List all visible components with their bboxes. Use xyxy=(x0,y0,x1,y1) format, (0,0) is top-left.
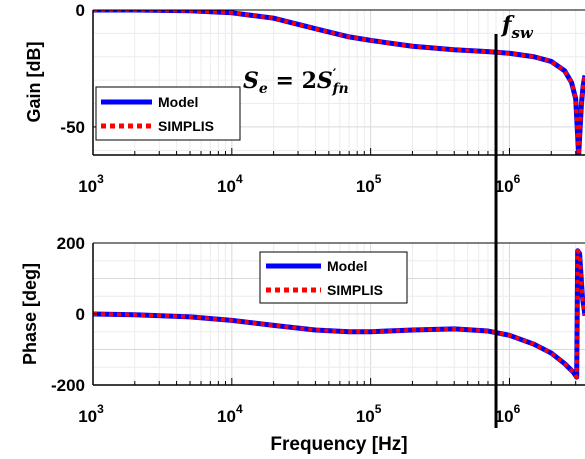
phase-y-axis-label: Phase [deg] xyxy=(20,263,40,365)
phase-x-tick-label: 104 xyxy=(217,402,243,426)
gain-legend-model-label: Model xyxy=(158,94,198,110)
phase-x-tick-label: 106 xyxy=(495,402,521,426)
phase-y-tick-label: -200 xyxy=(51,376,85,395)
slope-equation: Se = 2S′ fn xyxy=(243,67,349,97)
phase-x-tick-label: 103 xyxy=(78,402,104,426)
phase-legend-simplis-label: SIMPLIS xyxy=(327,282,383,298)
phase-plot: 200 0 -200 103 104 105 106 Phase [deg] Frequen… xyxy=(20,234,585,455)
phase-tick-labels: 200 0 -200 103 104 105 106 xyxy=(51,234,521,426)
gain-legend-box xyxy=(95,86,241,141)
gain-x-tick-label: 103 xyxy=(78,172,104,196)
gain-y-tick-label: 0 xyxy=(76,1,85,20)
gain-x-tick-label: 106 xyxy=(495,172,521,196)
phase-y-tick-label: 0 xyxy=(76,305,85,324)
gain-x-tick-label: 105 xyxy=(356,172,382,196)
phase-x-axis-label: Frequency [Hz] xyxy=(270,434,407,455)
gain-legend-simplis-label: SIMPLIS xyxy=(158,118,214,134)
phase-y-tick-label: 200 xyxy=(57,234,85,253)
gain-series-simplis-line xyxy=(93,10,585,155)
gain-tick-labels: 0 -50 103 104 105 106 xyxy=(60,1,520,196)
gain-legend: Model SIMPLIS xyxy=(95,86,241,141)
phase-legend-model-label: Model xyxy=(327,258,367,274)
phase-series-simplis-line xyxy=(93,248,585,380)
gain-x-tick-label: 104 xyxy=(217,172,243,196)
gain-y-tick-label: -50 xyxy=(60,118,85,137)
gain-curves xyxy=(93,10,585,155)
gain-axes xyxy=(92,9,585,156)
fsw-marker: fsw xyxy=(494,12,534,428)
phase-x-tick-label: 105 xyxy=(356,402,382,426)
phase-legend-box xyxy=(259,251,408,304)
gain-plot: 0 -50 103 104 105 106 Gain [dB] Model SIMPLIS… xyxy=(24,1,585,196)
fsw-label: fsw xyxy=(500,12,534,42)
phase-legend: Model SIMPLIS xyxy=(259,251,408,304)
gain-y-axis-label: Gain [dB] xyxy=(24,42,44,123)
phase-axes xyxy=(92,242,585,386)
phase-curves xyxy=(93,248,585,380)
